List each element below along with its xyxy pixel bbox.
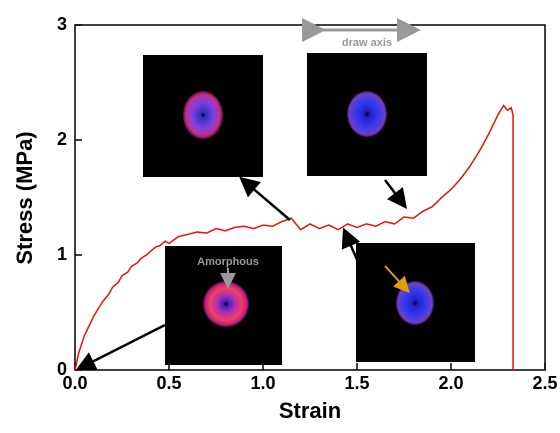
x-tick-label: 1.5	[344, 373, 369, 393]
y-tick-label: 2	[57, 129, 67, 149]
pattern	[396, 281, 434, 325]
arrow	[384, 179, 408, 209]
y-tick-label: 3	[57, 14, 67, 34]
annotation: Amorphous	[197, 256, 259, 268]
arrow	[75, 323, 166, 371]
y-tick-label: 1	[57, 244, 67, 264]
series-line	[74, 104, 514, 371]
x-axis-title: Strain	[279, 398, 341, 423]
x-tick-label: 0.0	[62, 373, 87, 393]
arrow	[384, 265, 410, 293]
plot: 0.0 0.5 1.0 1.5 2.0 2.5 0 1 2 3	[57, 14, 558, 393]
pattern	[347, 91, 387, 137]
y-axis-title: Stress (MPa)	[12, 131, 37, 264]
x-tick-label: 2.5	[532, 373, 557, 393]
arrow	[239, 176, 291, 221]
x-tick-label: 2.0	[438, 373, 463, 393]
pattern	[183, 91, 223, 139]
y-tick-label: 0	[57, 359, 67, 379]
x-tick-label: 0.5	[156, 373, 181, 393]
annotation: draw axis	[342, 37, 392, 49]
arrow	[341, 227, 361, 263]
pattern	[203, 281, 249, 327]
x-tick-label: 1.0	[250, 373, 275, 393]
insets: Amorphous draw axis	[75, 18, 475, 371]
